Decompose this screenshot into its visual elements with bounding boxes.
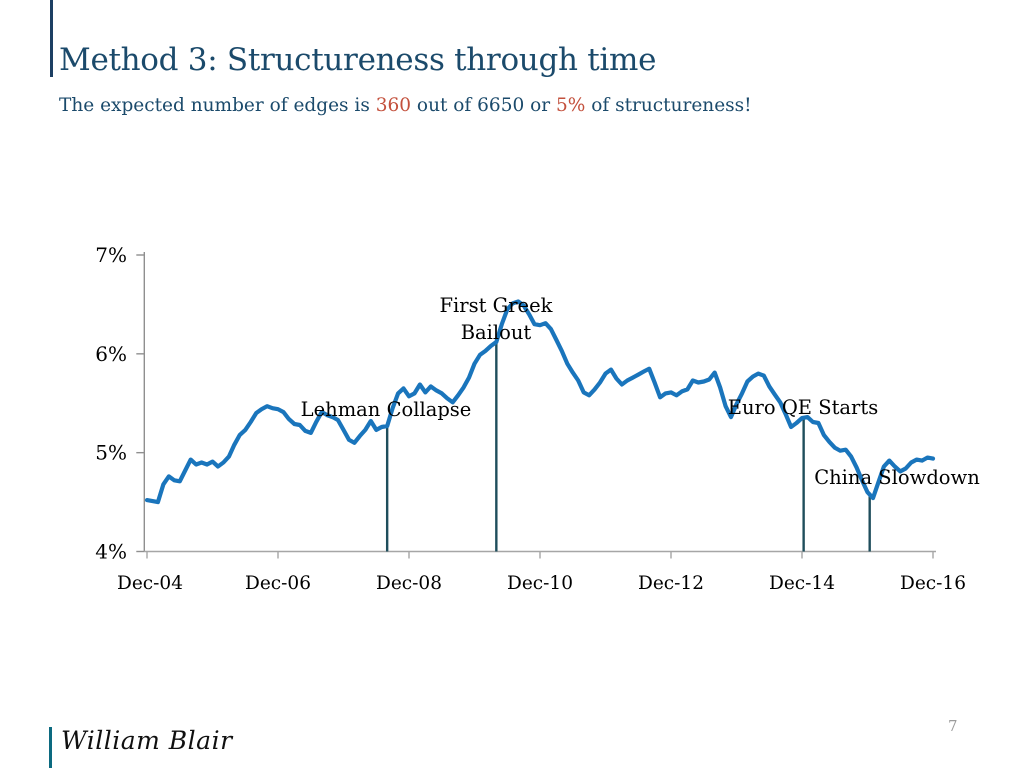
annotation-label-china: China Slowdown xyxy=(814,466,980,489)
annotation-label-greek: First Greek xyxy=(440,294,553,317)
annotation-label-greek: Bailout xyxy=(461,321,532,344)
x-tick-label: Dec-16 xyxy=(900,573,966,594)
y-tick-label: 6% xyxy=(95,342,127,366)
structureness-percent-value: 5% xyxy=(556,95,586,116)
x-tick-label: Dec-04 xyxy=(117,573,183,594)
x-tick-label: Dec-10 xyxy=(507,573,573,594)
annotation-label-lehman: Lehman Collapse xyxy=(301,398,472,421)
subtitle-text-1: The expected number of edges is xyxy=(59,95,376,116)
y-tick-label: 4% xyxy=(95,540,127,564)
x-tick-label: Dec-06 xyxy=(245,573,311,594)
subtitle-text-2: out of 6650 or xyxy=(411,95,556,116)
william-blair-logo: William Blair xyxy=(61,726,233,755)
y-tick-label: 5% xyxy=(95,441,127,465)
page-number: 7 xyxy=(948,717,958,735)
footer-accent-bar xyxy=(49,727,52,768)
page-title: Method 3: Structureness through time xyxy=(59,42,657,78)
x-tick-label: Dec-12 xyxy=(638,573,704,594)
subtitle-text-3: of structureness! xyxy=(585,95,752,116)
title-accent-bar xyxy=(50,0,53,77)
slide-subtitle: The expected number of edges is 360 out … xyxy=(59,95,752,116)
y-tick-label: 7% xyxy=(95,243,127,267)
structureness-line xyxy=(144,299,936,505)
expected-edges-value: 360 xyxy=(375,95,412,116)
annotation-label-euroqe: Euro QE Starts xyxy=(728,396,878,419)
x-tick-label: Dec-08 xyxy=(376,573,442,594)
chart-svg: 4% 5% 6% 7% Dec-04 Dec-06 Dec-08 Dec-10 Dec-12 De… xyxy=(95,243,980,594)
x-tick-label: Dec-14 xyxy=(769,573,835,594)
